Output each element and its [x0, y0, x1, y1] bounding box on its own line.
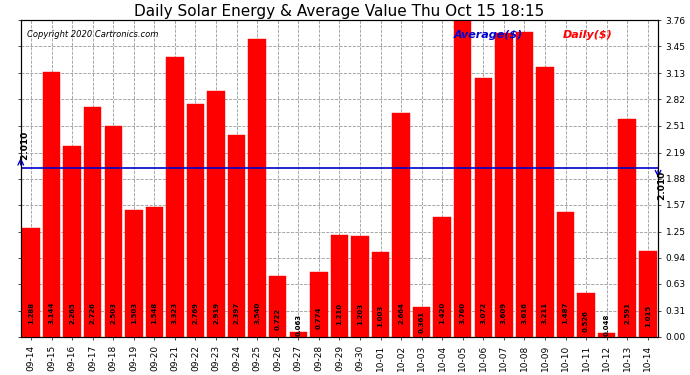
Bar: [228, 135, 246, 337]
Text: Daily($): Daily($): [562, 30, 612, 40]
Text: 1.503: 1.503: [131, 302, 137, 324]
Text: 2.919: 2.919: [213, 302, 219, 324]
Bar: [536, 66, 554, 337]
Text: 2.265: 2.265: [69, 303, 75, 324]
Text: 2.503: 2.503: [110, 302, 116, 324]
Bar: [125, 210, 143, 337]
Text: 1.003: 1.003: [377, 304, 384, 327]
Bar: [351, 236, 368, 337]
Title: Daily Solar Energy & Average Value Thu Oct 15 18:15: Daily Solar Energy & Average Value Thu O…: [135, 4, 544, 19]
Bar: [618, 119, 636, 337]
Text: 1.015: 1.015: [644, 304, 651, 327]
Text: 2.591: 2.591: [624, 302, 630, 324]
Text: 1.203: 1.203: [357, 303, 363, 325]
Bar: [187, 104, 204, 337]
Bar: [413, 306, 431, 337]
Text: 3.540: 3.540: [254, 302, 260, 324]
Bar: [475, 78, 492, 337]
Text: 0.361: 0.361: [419, 311, 424, 333]
Text: 1.210: 1.210: [337, 303, 342, 325]
Bar: [290, 332, 307, 337]
Bar: [166, 57, 184, 337]
Text: 2.664: 2.664: [398, 302, 404, 324]
Text: 2.769: 2.769: [193, 302, 199, 324]
Bar: [331, 235, 348, 337]
Text: Copyright 2020 Cartronics.com: Copyright 2020 Cartronics.com: [27, 30, 159, 39]
Bar: [372, 252, 389, 337]
Bar: [578, 292, 595, 337]
Bar: [248, 39, 266, 337]
Bar: [433, 217, 451, 337]
Bar: [515, 33, 533, 337]
Bar: [557, 212, 574, 337]
Text: 3.616: 3.616: [522, 302, 527, 324]
Text: 3.144: 3.144: [48, 302, 55, 324]
Text: 0.048: 0.048: [604, 314, 610, 336]
Bar: [598, 333, 615, 337]
Text: 3.072: 3.072: [480, 302, 486, 324]
Bar: [639, 252, 656, 337]
Bar: [207, 91, 225, 337]
Text: 2.010: 2.010: [658, 172, 667, 203]
Text: 2.010: 2.010: [21, 132, 30, 164]
Text: 2.726: 2.726: [90, 303, 96, 324]
Bar: [393, 112, 410, 337]
Text: 1.487: 1.487: [562, 302, 569, 324]
Bar: [310, 272, 328, 337]
Text: 3.760: 3.760: [460, 302, 466, 324]
Bar: [269, 276, 286, 337]
Text: 0.722: 0.722: [275, 308, 281, 330]
Text: 1.420: 1.420: [440, 302, 445, 324]
Bar: [495, 33, 513, 337]
Text: Average($): Average($): [454, 30, 524, 40]
Bar: [104, 126, 122, 337]
Bar: [146, 207, 163, 337]
Bar: [454, 20, 471, 337]
Bar: [43, 72, 60, 337]
Bar: [84, 107, 101, 337]
Text: 0.526: 0.526: [583, 310, 589, 332]
Text: 3.211: 3.211: [542, 302, 548, 324]
Text: 2.397: 2.397: [234, 302, 239, 324]
Bar: [63, 146, 81, 337]
Text: 3.609: 3.609: [501, 302, 507, 324]
Text: 1.548: 1.548: [151, 302, 157, 324]
Text: 3.323: 3.323: [172, 302, 178, 324]
Bar: [22, 228, 40, 337]
Text: 1.288: 1.288: [28, 302, 34, 324]
Text: 0.063: 0.063: [295, 314, 302, 336]
Text: 0.774: 0.774: [316, 307, 322, 329]
